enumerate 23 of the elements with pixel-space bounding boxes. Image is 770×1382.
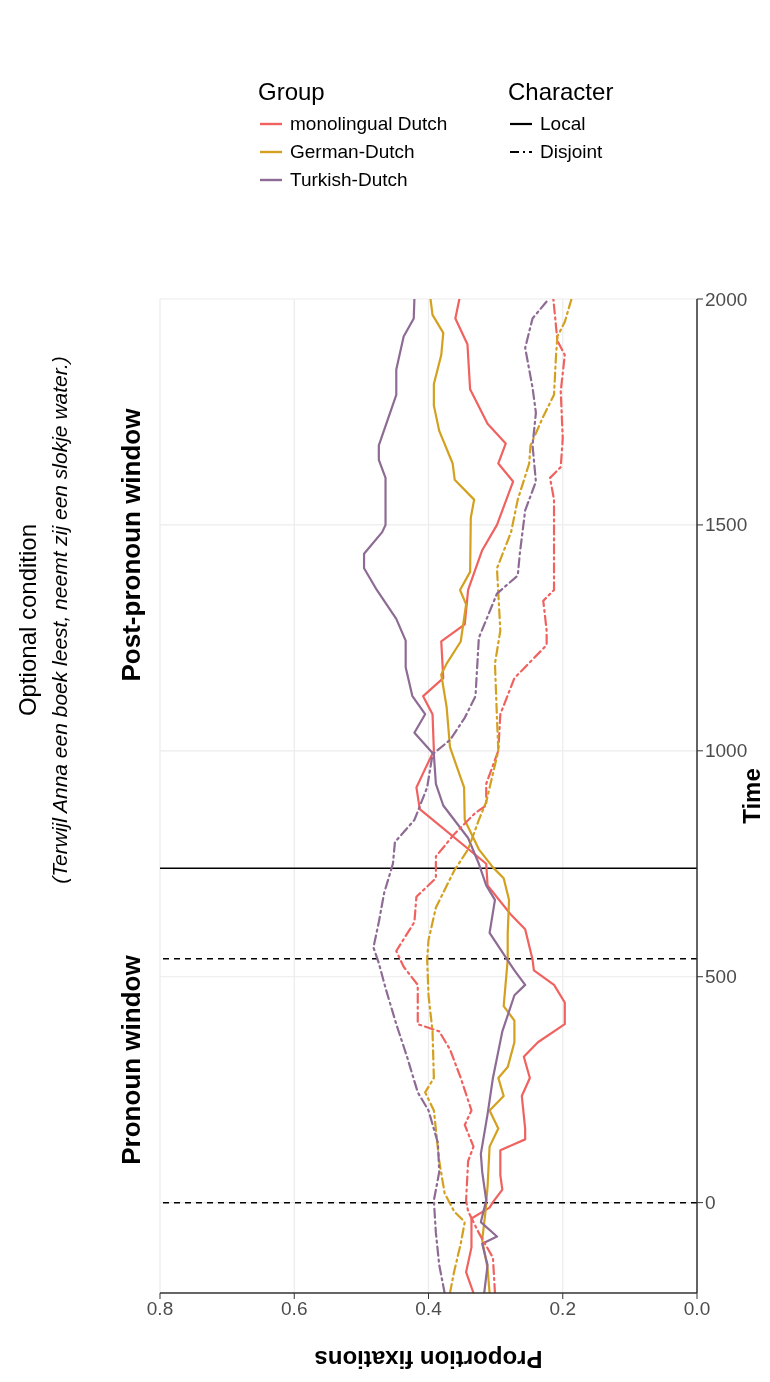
- legend-title: Group: [258, 78, 326, 106]
- text: Pronoun window: [116, 954, 147, 1167]
- legend-label: Turkish-Dutch: [290, 169, 408, 191]
- y-tick-label: 500: [705, 966, 737, 988]
- y-tick-label: 0: [705, 1192, 716, 1214]
- x-tick-label: 0.0: [683, 1297, 711, 1319]
- text: (Terwijl Anna een boek leest, neemt zij een slokje water.): [48, 355, 72, 886]
- x-tick-label: 0.2: [549, 1297, 576, 1319]
- y-tick-label: 1000: [705, 740, 748, 762]
- text: Optional condition: [14, 522, 42, 719]
- text: Character: [508, 78, 614, 106]
- text: Local: [540, 113, 586, 135]
- text: Disjoint: [540, 141, 603, 163]
- y-tick-label: 2000: [705, 288, 748, 310]
- y-tick-label: 1500: [705, 514, 748, 536]
- x-tick-label: 0.4: [415, 1297, 443, 1319]
- y-axis-title: Time: [738, 768, 765, 824]
- legend-label: monolingual Dutch: [290, 113, 448, 135]
- x-tick-label: 0.6: [281, 1297, 308, 1319]
- x-axis-title: Proportion fixations: [314, 1346, 543, 1374]
- x-tick-label: 0.8: [146, 1297, 174, 1319]
- text: Post-pronoun window: [116, 407, 147, 684]
- legend-label: German-Dutch: [290, 141, 415, 163]
